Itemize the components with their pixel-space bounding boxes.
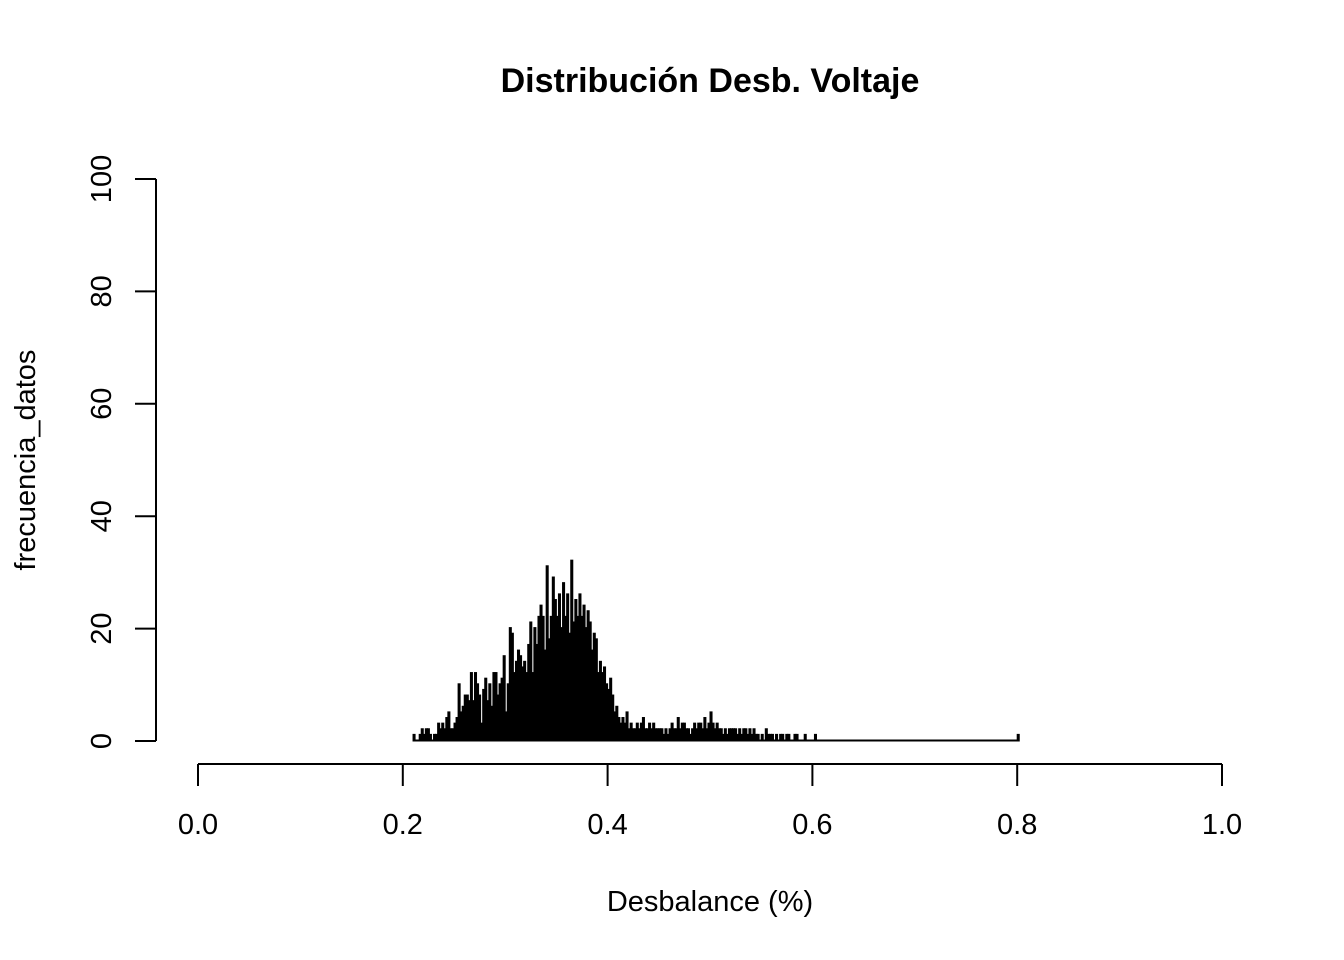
histogram-bar [1016, 733, 1020, 742]
histogram-bars [412, 559, 1020, 742]
chart-title: Distribución Desb. Voltaje [501, 62, 920, 100]
y-tick-label: 40 [86, 500, 118, 532]
histogram-bar [787, 733, 791, 742]
histogram-bar [478, 694, 482, 742]
x-tick-label: 0.4 [587, 809, 627, 841]
y-axis: 0 20 40 60 80 100 [86, 155, 157, 749]
y-axis-label: frecuencia_datos [10, 350, 42, 571]
x-tick-label: 0.0 [178, 809, 218, 841]
histogram-bar [760, 733, 764, 742]
y-tick-label: 80 [86, 275, 118, 307]
histogram-bar [775, 733, 779, 742]
y-tick-label: 20 [86, 612, 118, 644]
histogram-bar [795, 733, 799, 742]
histogram-bar [803, 733, 807, 742]
x-axis: 0.0 0.2 0.4 0.6 0.8 1.0 [178, 763, 1242, 841]
histogram-bar [781, 733, 785, 742]
histogram-bar [813, 733, 817, 742]
histogram-bar [447, 711, 451, 742]
histogram-bar [502, 655, 506, 742]
x-tick-label: 1.0 [1202, 809, 1242, 841]
x-tick-label: 0.2 [383, 809, 423, 841]
x-tick-label: 0.8 [997, 809, 1037, 841]
y-tick-label: 0 [86, 733, 118, 749]
histogram-bar [756, 733, 760, 742]
y-tick-label: 60 [86, 388, 118, 420]
histogram-bar [412, 733, 416, 742]
histogram-bar [770, 733, 774, 742]
histogram-bar [428, 733, 432, 742]
histogram-bar [625, 711, 629, 742]
x-axis-label: Desbalance (%) [607, 886, 813, 918]
y-tick-label: 100 [86, 155, 118, 203]
x-tick-label: 0.6 [792, 809, 832, 841]
